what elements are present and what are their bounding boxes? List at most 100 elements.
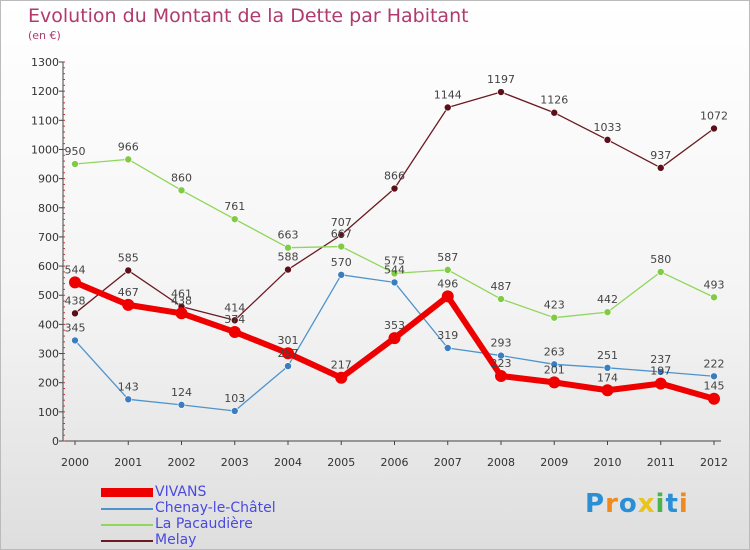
logo-letter: o — [618, 489, 638, 519]
data-point-vivans — [69, 276, 81, 289]
data-label-chenay: 124 — [171, 386, 192, 399]
data-point-melay — [550, 108, 559, 117]
data-label-pacaudiere: 663 — [278, 229, 299, 242]
data-label-vivans: 217 — [331, 359, 352, 372]
data-point-vivans — [228, 325, 241, 338]
data-label-melay: 1144 — [434, 88, 462, 101]
data-label-melay: 585 — [118, 251, 139, 264]
data-label-chenay: 345 — [65, 321, 86, 334]
x-tick-label: 2002 — [168, 456, 196, 469]
data-label-chenay: 570 — [331, 256, 352, 269]
data-point-pacaudiere — [124, 155, 133, 164]
data-label-vivans: 353 — [384, 319, 405, 332]
data-point-pacaudiere — [710, 293, 718, 302]
data-label-melay: 937 — [650, 149, 671, 162]
logo-letter: r — [605, 489, 619, 519]
chart-title: Evolution du Montant de la Dette par Hab… — [28, 5, 469, 27]
data-point-vivans — [601, 384, 614, 397]
y-tick-label: 100 — [38, 406, 59, 419]
data-point-melay — [284, 265, 292, 274]
data-label-chenay: 222 — [704, 357, 725, 370]
data-point-pacaudiere — [390, 269, 399, 278]
data-point-chenay — [443, 344, 452, 352]
data-point-melay — [71, 309, 79, 318]
data-point-pacaudiere — [656, 268, 665, 276]
data-point-melay — [337, 231, 346, 239]
legend-swatch-chenay — [101, 508, 153, 510]
data-label-melay: 588 — [278, 251, 299, 264]
x-tick-label: 2004 — [274, 456, 302, 469]
data-point-chenay — [230, 407, 239, 415]
data-label-vivans: 201 — [544, 363, 565, 376]
x-tick-label: 2000 — [61, 456, 89, 469]
data-point-vivans — [282, 347, 294, 360]
data-label-vivans: 496 — [437, 277, 458, 290]
data-label-pacaudiere: 761 — [224, 200, 245, 213]
data-point-vivans — [122, 298, 135, 311]
data-label-melay: 1033 — [594, 121, 622, 134]
logo-letter: x — [637, 489, 656, 519]
data-label-pacaudiere: 667 — [331, 228, 352, 241]
data-point-chenay — [71, 336, 79, 345]
data-point-vivans — [654, 377, 667, 390]
legend-label-vivans: VIVANS — [155, 484, 207, 500]
legend-label-pacaudiere: La Pacaudière — [155, 516, 253, 532]
data-point-chenay — [497, 351, 505, 360]
data-label-vivans: 374 — [224, 313, 245, 326]
data-point-pacaudiere — [443, 266, 452, 274]
data-label-vivans: 223 — [491, 357, 512, 370]
data-point-melay — [230, 316, 239, 325]
data-point-pacaudiere — [497, 295, 505, 303]
data-label-pacaudiere: 860 — [171, 171, 192, 184]
data-point-pacaudiere — [230, 215, 239, 223]
data-point-vivans — [175, 307, 188, 320]
data-point-vivans — [335, 371, 348, 384]
data-label-melay: 1197 — [487, 73, 515, 86]
data-point-chenay — [124, 395, 133, 404]
data-point-melay — [497, 88, 505, 96]
data-label-melay: 414 — [224, 301, 245, 314]
y-tick-label: 200 — [38, 377, 59, 390]
data-point-melay — [390, 184, 399, 193]
data-label-chenay: 544 — [384, 263, 405, 276]
data-label-pacaudiere: 966 — [118, 140, 139, 153]
data-point-chenay — [177, 401, 186, 409]
data-point-chenay — [603, 364, 612, 372]
data-label-melay: 707 — [331, 216, 352, 229]
x-tick-label: 2005 — [327, 456, 355, 469]
data-point-chenay — [390, 278, 399, 287]
y-tick-label: 0 — [52, 435, 59, 448]
data-label-pacaudiere: 587 — [437, 251, 458, 264]
data-label-melay: 461 — [171, 288, 192, 301]
y-tick-label: 700 — [38, 231, 59, 244]
data-label-pacaudiere: 575 — [384, 254, 405, 267]
legend-swatch-vivans — [101, 488, 153, 497]
data-label-melay: 438 — [65, 294, 86, 307]
y-tick-label: 300 — [38, 348, 59, 361]
data-label-chenay: 237 — [650, 353, 671, 366]
y-tick-label: 600 — [38, 260, 59, 273]
logo-letter: P — [585, 489, 606, 519]
chart-subtitle: (en €) — [28, 29, 61, 42]
data-point-melay — [656, 164, 665, 172]
data-point-melay — [710, 124, 718, 133]
legend-label-chenay: Chenay-le-Châtel — [155, 500, 276, 516]
data-label-chenay: 293 — [491, 337, 512, 350]
data-point-pacaudiere — [337, 242, 346, 251]
data-label-chenay: 319 — [437, 329, 458, 342]
data-point-pacaudiere — [71, 160, 79, 168]
x-tick-label: 2007 — [434, 456, 462, 469]
data-label-pacaudiere: 442 — [597, 293, 618, 306]
proxiti-logo: Proxiti — [585, 489, 689, 519]
data-point-vivans — [441, 290, 454, 303]
y-tick-label: 1000 — [31, 143, 59, 156]
data-point-melay — [443, 103, 452, 112]
y-tick-label: 500 — [38, 289, 59, 302]
y-tick-label: 900 — [38, 173, 59, 186]
data-label-chenay: 103 — [224, 392, 245, 405]
data-point-chenay — [337, 271, 346, 279]
data-label-pacaudiere: 950 — [65, 145, 86, 158]
data-point-vivans — [388, 332, 401, 345]
